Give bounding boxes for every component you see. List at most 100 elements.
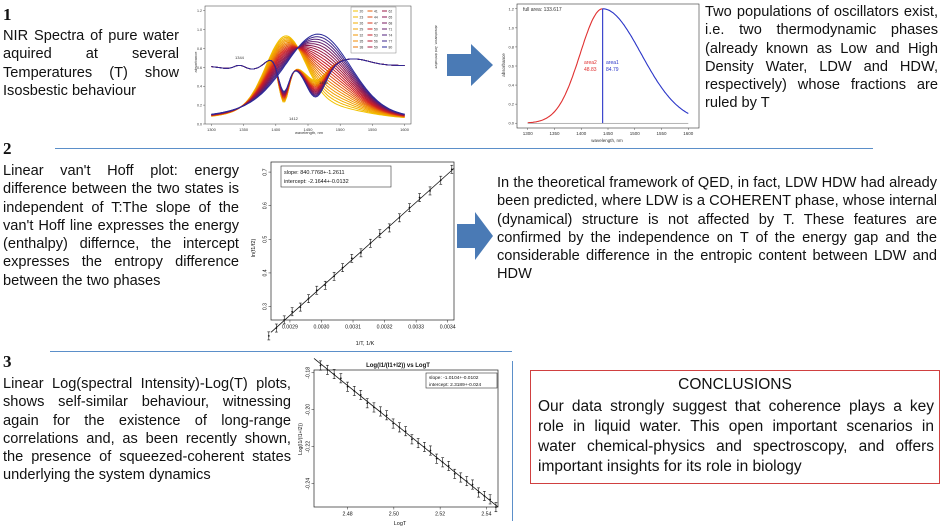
y-tick-label: 0.6 <box>508 64 514 69</box>
log-log-legend <box>425 372 498 389</box>
population-curves <box>527 8 689 124</box>
y-tick-label: 0.4 <box>263 269 269 276</box>
section-number-3: 3 <box>3 352 12 371</box>
vant-hoff-x-label: 1/T, 1/K <box>356 341 375 347</box>
y-tick-label: -0.20 <box>306 404 312 416</box>
section-1-right-text: Two populations of oscillators exist, i.… <box>705 4 938 112</box>
vant-hoff-chart: 0.0029 0.0030 0.0031 0.0032 0.0033 0.0034 0.3 0… <box>247 153 460 348</box>
data-point <box>477 491 480 494</box>
log-log-slope: slope: -1.0104+-0.0102 <box>429 375 479 381</box>
area2-value: 48.83 <box>584 67 597 73</box>
two-populations-chart: 1300 1350 1400 1450 1500 1550 1600 0.0 0.2 0.4 0.6… <box>497 1 702 145</box>
legend-label: 50 <box>374 27 378 31</box>
data-point <box>439 179 442 182</box>
area2-curve <box>527 8 603 124</box>
log-log-intercept: intercept: 2.3189+-0.024 <box>429 382 481 388</box>
data-point <box>392 422 395 425</box>
y-tick-label: 0.0 <box>508 121 514 126</box>
y-tick-label: 1.0 <box>197 28 202 32</box>
data-point <box>359 394 362 396</box>
fit-line <box>270 168 455 333</box>
legend-label: 41 <box>374 9 378 13</box>
data-point <box>471 483 474 486</box>
area1-value: 84.79 <box>606 67 619 73</box>
data-point <box>398 216 401 219</box>
data-point <box>333 275 336 278</box>
derivative-curve-80 <box>211 58 405 98</box>
data-point <box>333 373 336 375</box>
data-point <box>291 310 294 313</box>
legend-label: 59 <box>374 45 378 49</box>
x-tick-label: 1550 <box>657 131 668 136</box>
y-tick-label: 0.2 <box>508 102 514 107</box>
data-point <box>339 377 342 380</box>
data-point <box>369 242 372 245</box>
data-point <box>378 232 381 235</box>
nir-axes: 1300 1350 1400 1450 1500 1550 1600 0.0 0.2 0.4 0.6… <box>197 5 412 132</box>
x-tick-label: 1350 <box>549 131 560 136</box>
data-point <box>267 334 270 337</box>
annotation-1344: 1344 <box>235 55 245 60</box>
data-point <box>450 168 453 171</box>
data-point <box>483 495 486 497</box>
data-point <box>366 402 369 405</box>
data-point <box>404 430 407 433</box>
x-tick-label: 1550 <box>368 127 378 132</box>
x-tick-label: 1400 <box>576 131 587 136</box>
x-tick-label: 0.0033 <box>408 325 424 331</box>
x-tick-label: 1500 <box>630 131 641 136</box>
annotation-1412: 1412 <box>289 116 299 121</box>
data-point <box>326 368 329 371</box>
data-point <box>423 446 426 448</box>
x-tick-label: 1500 <box>336 127 346 132</box>
vant-hoff-legend <box>280 165 392 188</box>
vant-hoff-intercept: intercept: -2.1644+-0.0132 <box>284 179 349 185</box>
x-tick-label: 1600 <box>400 127 410 132</box>
data-point <box>353 390 356 392</box>
data-point <box>429 449 432 452</box>
y-tick-label: 0.6 <box>263 202 269 209</box>
legend-label: 44 <box>374 15 378 19</box>
data-point <box>418 196 421 199</box>
log-log-x-label: LogT <box>394 521 407 527</box>
section-2-text: Linear van't Hoff plot: energy differenc… <box>3 163 239 289</box>
data-point <box>447 465 450 467</box>
section-3-text: Linear Log(spectral Intensity)-Log(T) pl… <box>3 376 291 484</box>
data-point <box>385 414 388 417</box>
legend-box <box>350 6 397 54</box>
legend-label: 26 <box>360 21 364 25</box>
nir-legend: 20 23 26 29 32 35 38 41 44 47 50 53 56 59 62 65 68 71 74 77… <box>350 6 397 54</box>
legend-label: 62 <box>389 9 393 13</box>
populations-axes: 1300 1350 1400 1450 1500 1550 1600 0.0 0.2 0.4 0.6… <box>508 6 693 136</box>
data-point <box>373 406 375 409</box>
x-tick-label: 2.52 <box>435 512 445 518</box>
area2-label: area2 <box>584 60 597 66</box>
annotation-1462: 1462 <box>319 80 329 85</box>
data-point <box>453 472 456 475</box>
divider-1 <box>55 148 873 149</box>
legend-label: 74 <box>389 33 393 37</box>
y-tick-label: 0.8 <box>197 47 202 51</box>
legend-label: 65 <box>389 15 393 19</box>
data-point <box>324 284 327 287</box>
x-tick-label: 1450 <box>304 127 314 132</box>
vant-hoff-plot: 0.0029 0.0030 0.0031 0.0032 0.0033 0.0034 0.3 0… <box>263 161 456 341</box>
legend-label: 29 <box>360 27 364 31</box>
data-point <box>417 442 420 445</box>
y-tick-label: 0.2 <box>197 104 202 108</box>
data-point <box>435 457 438 460</box>
data-point <box>350 257 353 260</box>
area1-label: area1 <box>606 60 619 66</box>
data-point <box>379 410 382 413</box>
x-tick-label: 1350 <box>239 127 249 132</box>
y-tick-label: 0.7 <box>263 168 269 175</box>
data-point <box>459 476 462 479</box>
data-point <box>299 306 302 308</box>
conclusions-box: CONCLUSIONS Our data strongly suggest th… <box>530 370 940 484</box>
divider-vertical <box>512 361 513 521</box>
data-point <box>388 227 391 229</box>
nir-x-label: wavelength, nm <box>295 130 324 135</box>
legend-label: 47 <box>374 21 378 25</box>
legend-label: 20 <box>360 9 364 13</box>
legend-label: 32 <box>360 33 364 37</box>
